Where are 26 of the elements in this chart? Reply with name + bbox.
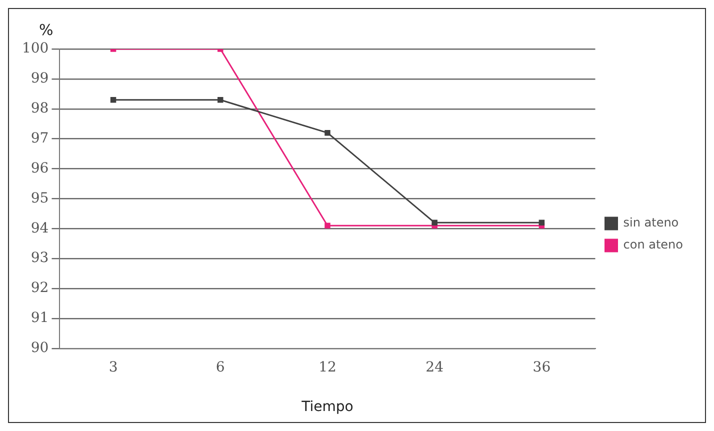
- y-tick-label: 95: [30, 190, 49, 206]
- point: [324, 222, 330, 229]
- y-tick-label: 91: [30, 310, 49, 326]
- point: [432, 220, 438, 226]
- y-tick-label: 90: [30, 340, 49, 356]
- x-tick-label: 6: [216, 359, 225, 376]
- y-tick-label: 96: [30, 160, 49, 176]
- y-tick-label: 100: [22, 40, 49, 57]
- point: [324, 130, 330, 136]
- y-tick-label: 94: [30, 220, 49, 236]
- y-tick-label: 92: [30, 280, 49, 296]
- y-axis-title: %: [39, 21, 54, 39]
- x-tick-label: 12: [318, 359, 336, 376]
- y-tick-label: 99: [30, 70, 49, 87]
- x-axis-title: Tiempo: [300, 399, 354, 416]
- x-tick-label: 3: [108, 359, 118, 376]
- point: [218, 97, 224, 103]
- y-tick-label: 93: [30, 250, 49, 266]
- x-tick-label: 24: [426, 359, 444, 376]
- legend-label: sin ateno: [623, 216, 679, 230]
- point: [110, 97, 116, 103]
- y-tick-label: 97: [30, 130, 49, 146]
- point: [538, 220, 545, 226]
- x-tick-label: 36: [532, 359, 551, 376]
- legend-label: con ateno: [623, 238, 683, 252]
- y-tick-label: 98: [30, 100, 49, 117]
